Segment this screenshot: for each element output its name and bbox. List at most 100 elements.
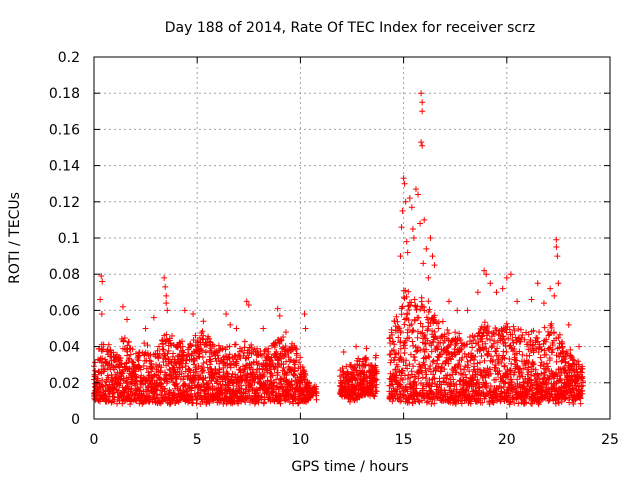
roti-point: [482, 340, 489, 347]
roti-point: [389, 380, 396, 387]
roti-point: [413, 381, 420, 388]
roti-point: [492, 348, 499, 355]
roti-point: [297, 354, 304, 361]
roti-point: [226, 343, 233, 350]
roti-point: [488, 353, 495, 360]
roti-point: [551, 292, 558, 299]
roti-point: [556, 331, 563, 338]
roti-point: [419, 142, 426, 149]
roti-point: [419, 99, 426, 106]
roti-point: [92, 359, 99, 366]
roti-point: [247, 365, 254, 372]
roti-point: [182, 363, 189, 370]
roti-point: [464, 307, 471, 314]
roti-point: [507, 271, 514, 278]
y-tick-label: 0.14: [49, 159, 80, 175]
roti-point: [280, 364, 287, 371]
roti-point: [197, 339, 204, 346]
roti-point: [543, 336, 550, 343]
roti-point: [499, 285, 506, 292]
roti-point: [296, 380, 303, 387]
roti-point: [427, 362, 434, 369]
roti-point: [507, 390, 514, 397]
roti-point: [199, 363, 206, 370]
roti-point: [470, 337, 477, 344]
roti-point: [403, 238, 410, 245]
roti-point: [121, 335, 128, 342]
roti-point: [157, 367, 164, 374]
roti-point: [390, 338, 397, 345]
roti-point: [386, 351, 393, 358]
roti-point: [410, 327, 417, 334]
roti-point: [165, 347, 172, 354]
roti-point: [517, 372, 524, 379]
roti-point: [167, 371, 174, 378]
roti-point: [425, 274, 432, 281]
roti-point: [199, 347, 206, 354]
roti-point: [474, 398, 481, 405]
roti-point: [125, 394, 132, 401]
roti-point: [313, 390, 320, 397]
roti-point: [490, 330, 497, 337]
roti-point: [410, 342, 417, 349]
roti-point: [269, 359, 276, 366]
roti-point: [196, 353, 203, 360]
roti-point: [353, 343, 360, 350]
roti-point: [367, 369, 374, 376]
roti-point: [567, 346, 574, 353]
roti-point: [528, 296, 535, 303]
roti-point: [291, 361, 298, 368]
roti-point: [174, 344, 181, 351]
roti-point: [187, 342, 194, 349]
roti-point: [458, 346, 465, 353]
roti-point: [525, 331, 532, 338]
roti-point: [469, 344, 476, 351]
roti-point: [125, 338, 132, 345]
roti-point: [405, 288, 412, 295]
roti-point: [226, 355, 233, 362]
roti-point: [510, 323, 517, 330]
roti-point: [511, 345, 518, 352]
roti-point: [487, 383, 494, 390]
roti-point: [118, 361, 125, 368]
roti-point: [394, 363, 401, 370]
roti-point: [244, 373, 251, 380]
roti-point: [163, 292, 170, 299]
roti-point: [274, 305, 281, 312]
roti-point: [478, 333, 485, 340]
roti-point: [150, 314, 157, 321]
roti-point: [146, 357, 153, 364]
roti-point: [250, 366, 257, 373]
roti-point: [193, 368, 200, 375]
y-tick-label: 0.18: [49, 86, 80, 102]
roti-point: [124, 342, 131, 349]
roti-point: [481, 319, 488, 326]
roti-point: [129, 346, 136, 353]
roti-point: [426, 306, 433, 313]
roti-point: [398, 224, 405, 231]
roti-point: [406, 334, 413, 341]
roti-point: [419, 108, 426, 115]
roti-point: [399, 376, 406, 383]
roti-point: [160, 346, 167, 353]
roti-point: [276, 312, 283, 319]
roti-point: [426, 377, 433, 384]
roti-point: [452, 329, 459, 336]
roti-point: [485, 328, 492, 335]
axis-ticks: [93, 56, 611, 420]
roti-point: [301, 311, 308, 318]
roti-point: [521, 336, 528, 343]
roti-point: [425, 298, 432, 305]
roti-point: [161, 385, 168, 392]
y-tick-labels: 0 0.02 0.04 0.06 0.08 0.1 0.12 0.14 0.16 0.18 0.2: [49, 50, 80, 428]
roti-point: [99, 278, 106, 285]
roti-point: [190, 369, 197, 376]
roti-point: [422, 341, 429, 348]
roti-point: [447, 341, 454, 348]
roti-point: [518, 369, 525, 376]
roti-point: [492, 364, 499, 371]
roti-point: [260, 325, 267, 332]
roti-point: [123, 379, 130, 386]
roti-point: [438, 334, 444, 341]
roti-point: [373, 376, 380, 383]
